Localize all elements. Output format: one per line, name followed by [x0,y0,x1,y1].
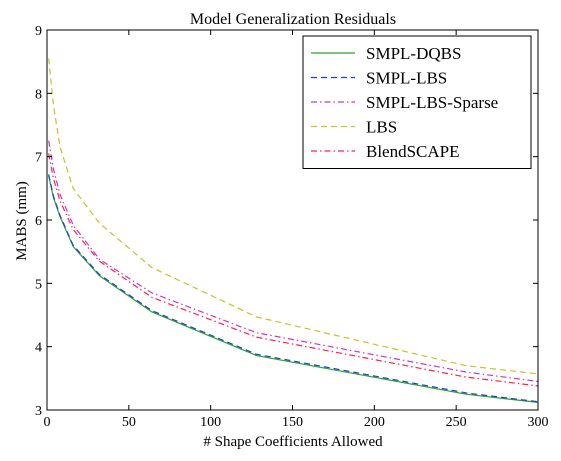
y-tick-label: 7 [35,151,42,166]
plot-area [48,58,539,403]
x-axis-label: # Shape Coefficients Allowed [203,434,383,450]
x-tick-label: 250 [446,415,467,430]
legend-label: SMPL-LBS [366,69,447,88]
x-tick-label: 100 [200,415,221,430]
y-tick-label: 6 [35,214,42,229]
y-tick-label: 5 [35,277,42,292]
y-tick-label: 4 [35,341,42,356]
x-tick-label: 0 [44,415,51,430]
x-tick-label: 50 [122,415,136,430]
chart-title: Model Generalization Residuals [190,11,396,28]
y-tick-label: 3 [35,404,42,419]
series-line-lbs [48,58,539,375]
legend-label: BlendSCAPE [366,142,460,161]
axis-ticks: 0 50 100 150 200 250 300 3 4 5 6 7 8 9 [35,24,549,430]
y-axis-label: MABS (mm) [14,181,30,261]
x-tick-label: 300 [528,415,549,430]
legend-label: LBS [366,118,397,137]
y-tick-label: 8 [35,87,42,102]
x-tick-label: 200 [364,415,385,430]
legend-label: SMPL-LBS-Sparse [366,93,498,112]
x-tick-label: 150 [282,415,303,430]
series-line-smpl-dqbs [48,175,539,403]
legend-label: SMPL-DQBS [366,44,461,63]
y-tick-label: 9 [35,24,42,39]
series-line-blendscape [48,153,539,387]
legend: SMPL-DQBS SMPL-LBS SMPL-LBS-Sparse LBS Blend… [302,35,532,169]
series-line-smpl-lbs-sparse [48,140,539,383]
series-line-smpl-lbs [48,174,539,403]
